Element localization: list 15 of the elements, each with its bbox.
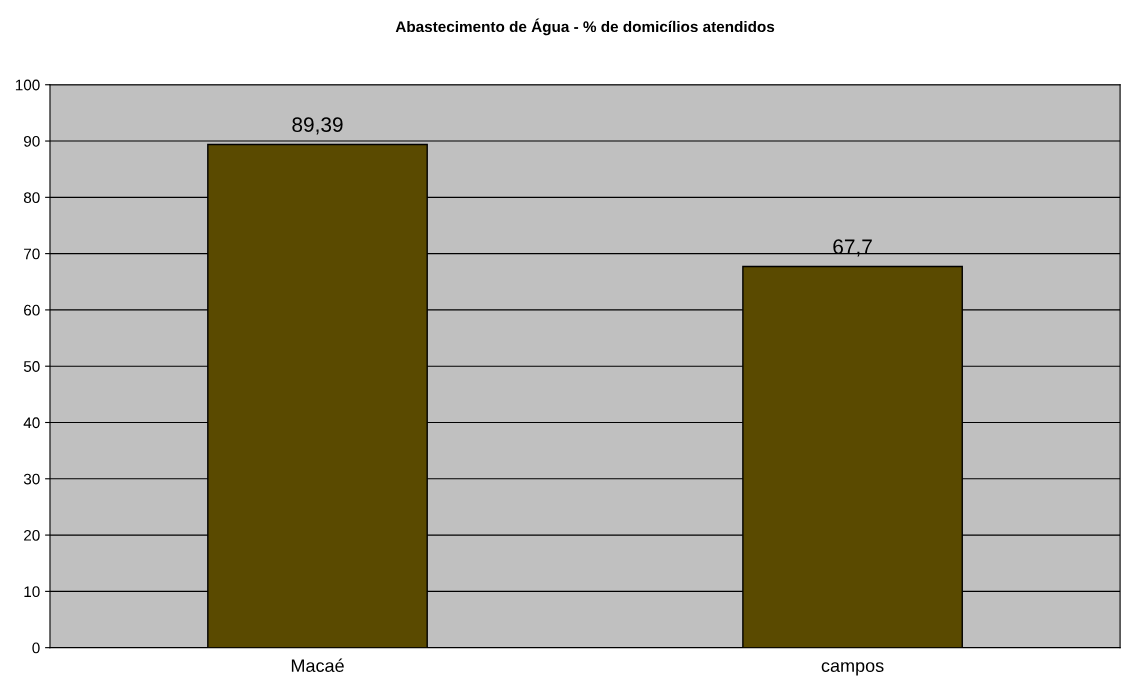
y-tick-label: 30 — [23, 473, 40, 485]
y-tick-label: 40 — [23, 417, 40, 429]
y-tick-label: 80 — [23, 192, 40, 204]
data-label: 89,39 — [292, 117, 343, 135]
y-tick-label: 90 — [23, 135, 40, 147]
y-tick-label: 20 — [24, 529, 40, 541]
y-tick-label: 60 — [24, 304, 40, 316]
y-tick-label: 70 — [24, 248, 40, 260]
x-tick-label: Macaé — [291, 658, 344, 673]
y-tick-label: 10 — [24, 586, 40, 598]
y-tick-label: 50 — [23, 361, 40, 372]
y-tick-label: 100 — [15, 79, 40, 91]
chart-title: Abastecimento de Água - % de domicílios atendidos — [395, 18, 775, 36]
x-tick-label: campos — [821, 662, 884, 676]
y-tick-label: 0 — [32, 642, 40, 654]
